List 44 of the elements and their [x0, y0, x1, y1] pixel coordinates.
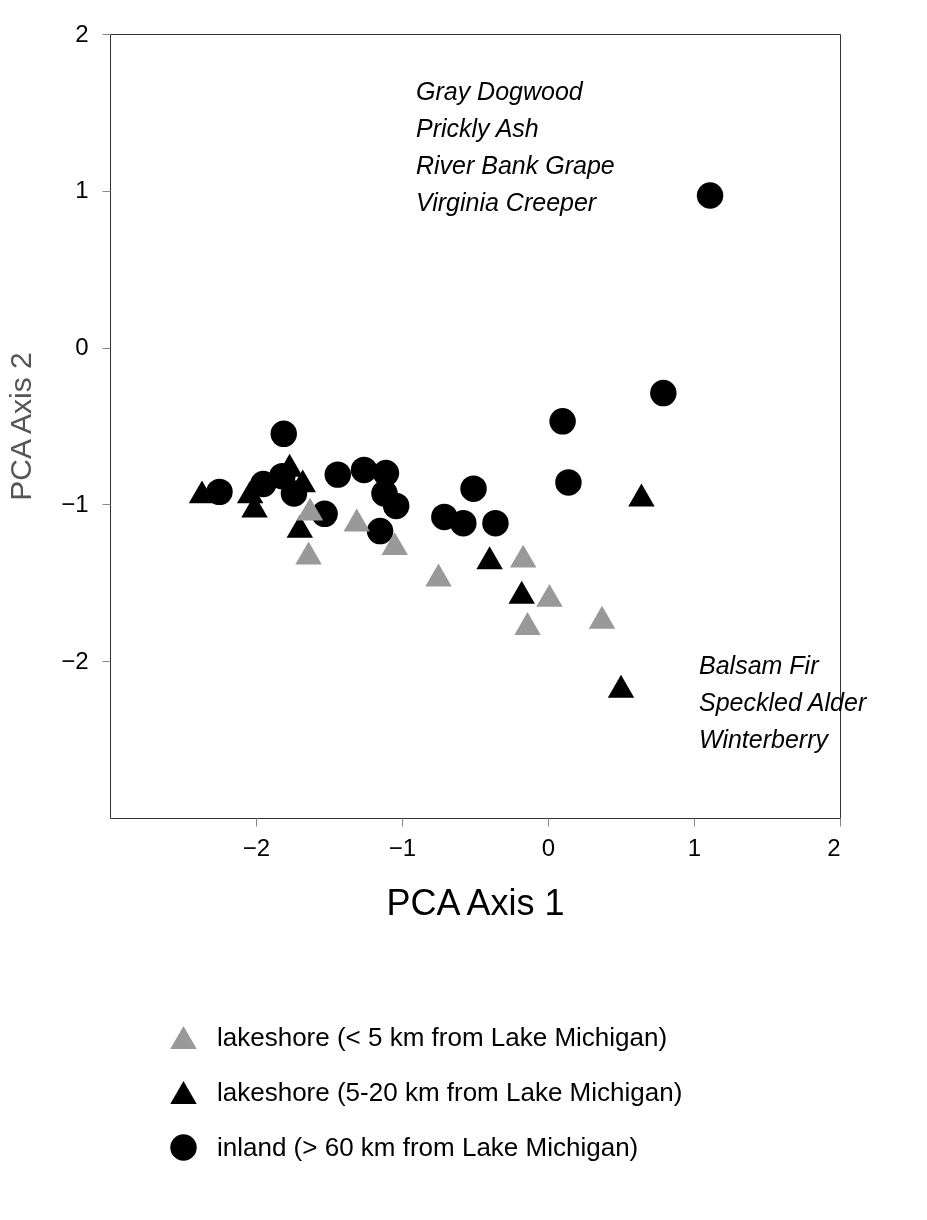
point [366, 517, 394, 545]
point [508, 580, 535, 604]
point [343, 508, 370, 532]
x-tick-label: −2 [242, 833, 271, 861]
point [460, 475, 487, 502]
legend-label: lakeshore (5-20 km from Lake Michigan) [217, 1076, 683, 1107]
point [381, 532, 408, 556]
point [324, 461, 351, 488]
point [509, 544, 537, 568]
point [696, 182, 724, 209]
x-axis-title: PCA Axis 1 [386, 881, 565, 923]
point [482, 510, 509, 537]
point [650, 379, 677, 407]
y-tick-label: 1 [75, 176, 89, 204]
y-tick-label: 0 [75, 333, 89, 361]
legend-label: lakeshore (< 5 km from Lake Michigan) [217, 1021, 668, 1052]
x-tick-label: 0 [541, 833, 556, 861]
x-tick-label: 1 [687, 833, 702, 861]
point [450, 510, 477, 537]
point [588, 605, 616, 629]
point [514, 612, 541, 636]
point [286, 514, 314, 538]
y-axis-title: PCA Axis 2 [4, 352, 38, 501]
point [296, 497, 324, 521]
point [188, 480, 216, 504]
point [549, 408, 576, 435]
y-tick-label: −1 [61, 489, 89, 517]
y-tick-label: −2 [61, 646, 89, 674]
point [607, 674, 635, 698]
y-tick-label: 2 [75, 19, 89, 47]
point [476, 546, 503, 570]
point [628, 483, 655, 507]
legend-label: inland (> 60 km from Lake Michigan) [217, 1131, 639, 1162]
x-tick-label: −1 [388, 833, 417, 861]
point [295, 541, 322, 565]
point [425, 563, 452, 587]
point [382, 492, 410, 520]
point [536, 583, 563, 607]
point [206, 478, 233, 506]
point [350, 456, 378, 484]
annotation: Gray Dogwood Prickly Ash River Bank Grape Virginia Creeper [416, 77, 615, 216]
x-tick-label: 2 [827, 833, 841, 861]
point [555, 469, 582, 496]
point [270, 420, 297, 448]
